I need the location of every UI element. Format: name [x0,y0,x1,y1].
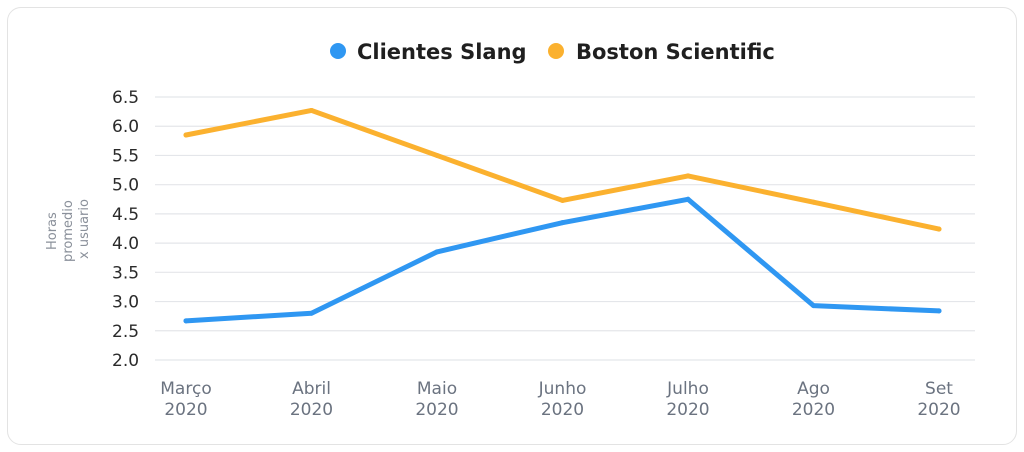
y-axis-label-line-3: x usuario [77,199,92,259]
data-point-clientes-slang-2 [434,249,440,255]
x-tick-label-line: Julho [666,379,709,399]
y-axis-label-line-1: Horas [45,212,60,250]
y-tick-label: 6.0 [112,117,139,137]
x-tick-label-line: 2020 [666,400,709,420]
x-tick-label-abril: Abril 2020 [290,379,333,420]
y-tick-label: 6.5 [112,88,139,108]
series-line-clientes-slang [183,196,942,324]
data-point-boston-scientific-3 [560,197,565,203]
x-tick-label-line: 2020 [917,400,960,420]
series-lines [183,107,942,324]
legend-marker-boston-scientific [548,43,564,59]
y-tick-label: 4.5 [112,205,139,225]
legend-label-clientes-slang: Clientes Slang [357,40,527,64]
y-axis-label-line-2: promedio [61,200,76,262]
data-point-boston-scientific-1 [309,107,314,113]
x-tick-label-mar-o: Março 2020 [160,379,211,420]
data-point-boston-scientific-0 [183,132,189,138]
series-line-boston-scientific [183,107,942,232]
data-point-clientes-slang-5 [811,303,816,309]
y-tick-label: 5.5 [112,146,139,166]
data-point-boston-scientific-6 [936,226,942,232]
x-tick-label-line: 2020 [792,400,835,420]
x-tick-label-line: 2020 [415,400,458,420]
legend-marker-clientes-slang [330,43,346,59]
gridlines [155,96,975,361]
x-tick-label-line: Abril [292,379,331,399]
x-tick-label-ago: Ago 2020 [792,379,835,420]
data-point-clientes-slang-1 [309,310,314,316]
y-tick-label: 4.0 [112,234,139,254]
x-tick-label-julho: Julho 2020 [666,379,709,420]
x-tick-label-set: Set 2020 [917,379,960,420]
x-tick-label-line: Março [160,379,211,399]
chart-card [7,7,1017,445]
data-point-clientes-slang-0 [183,318,189,324]
x-tick-label-line: 2020 [541,400,584,420]
y-tick-label: 2.5 [112,322,139,342]
data-point-boston-scientific-5 [811,199,816,205]
x-tick-label-line: Set [925,379,953,399]
y-axis-ticks: 6.5 6.0 5.5 5.0 4.5 4.0 3.5 3.0 2.5 2.0 [112,88,139,371]
y-tick-label: 2.0 [112,351,139,371]
y-tick-label: 3.0 [112,293,139,313]
data-point-boston-scientific-2 [434,152,440,158]
x-tick-label-line: Ago [797,379,830,399]
legend: Clientes Slang Boston Scientific [330,40,775,64]
x-tick-label-line: Junho [538,379,587,399]
legend-label-boston-scientific: Boston Scientific [576,40,775,64]
y-tick-label: 5.0 [112,176,139,196]
data-point-boston-scientific-4 [685,173,691,179]
x-tick-label-line: 2020 [164,400,207,420]
x-tick-label-junho: Junho 2020 [538,379,587,420]
y-axis-label: Horas promedio x usuario [45,196,92,262]
y-tick-label: 3.5 [112,263,139,283]
data-point-clientes-slang-3 [560,220,565,226]
x-tick-label-maio: Maio 2020 [415,379,458,420]
x-tick-label-line: 2020 [290,400,333,420]
x-tick-label-line: Maio [417,379,457,399]
data-point-clientes-slang-6 [936,308,942,314]
data-point-clientes-slang-4 [685,196,691,202]
